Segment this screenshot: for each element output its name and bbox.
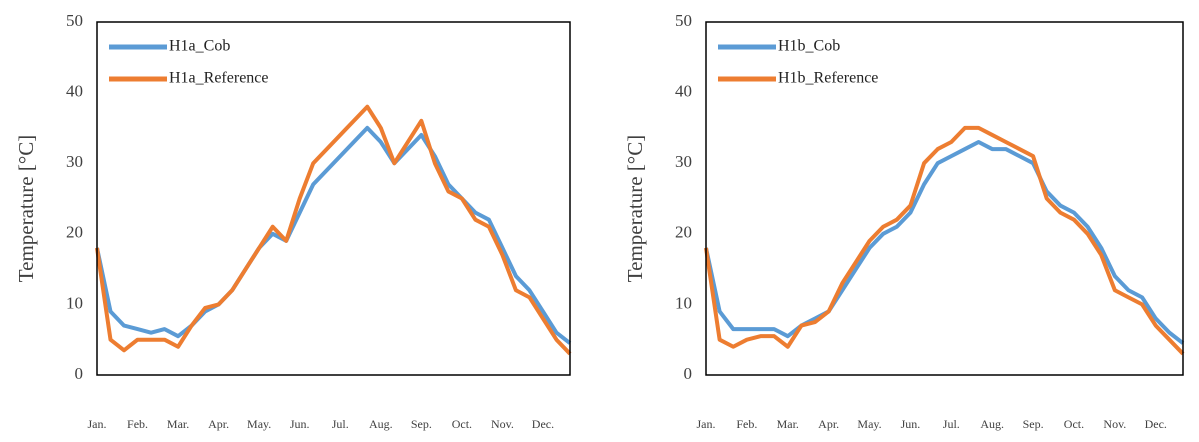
chart: 0 10 20 30 40 50 Jan. Feb. Mar. Apr. May. Jun. Jul. A… [623, 11, 1185, 431]
series-line [95, 104, 572, 356]
legend-label: H1b_Cob [778, 38, 840, 55]
series-line [95, 125, 572, 345]
x-tick-label: Aug. [980, 417, 1004, 431]
y-tick-label: 20 [675, 223, 692, 242]
x-tick-label: Feb. [736, 417, 757, 431]
y-tick-label: 30 [675, 152, 692, 171]
y-tick-label: 10 [66, 293, 83, 312]
y-tick-label: 50 [675, 11, 692, 30]
x-tick-label: May. [857, 417, 881, 431]
x-tick-label: Apr. [208, 417, 229, 431]
x-tick-label: Sep. [1023, 417, 1044, 431]
x-tick-label: Jan. [697, 417, 716, 431]
x-tick-label: Mar. [777, 417, 799, 431]
x-tick-label: Jan. [88, 417, 107, 431]
series-line [704, 125, 1185, 356]
plot-frame [96, 21, 571, 376]
y-tick-label: 10 [675, 293, 692, 312]
y-axis-label: Temperature [°C] [14, 135, 38, 282]
x-tick-label: Aug. [369, 417, 393, 431]
y-tick-label: 20 [66, 223, 83, 242]
x-tick-label: Jun. [290, 417, 310, 431]
x-tick-label: Oct. [452, 417, 472, 431]
x-tick-label: Mar. [167, 417, 189, 431]
x-tick-label: Sep. [411, 417, 432, 431]
chart: 0 10 20 30 40 50 Jan. Feb. Mar. Apr. May. Jun. Jul. A… [14, 11, 572, 431]
y-tick-label: 30 [66, 152, 83, 171]
x-tick-label: May. [247, 417, 271, 431]
y-tick-label: 0 [75, 364, 84, 383]
x-tick-label: Feb. [127, 417, 148, 431]
y-tick-label: 50 [66, 11, 83, 30]
legend-label: H1a_Reference [169, 70, 269, 87]
x-tick-label: Jun. [901, 417, 921, 431]
x-tick-label: Oct. [1064, 417, 1084, 431]
x-tick-label: Nov. [1103, 417, 1126, 431]
x-tick-label: Jul. [943, 417, 960, 431]
x-tick-label: Dec. [532, 417, 554, 431]
y-axis-label: Temperature [°C] [623, 135, 647, 282]
legend-label: H1b_Reference [778, 70, 878, 87]
x-tick-label: Dec. [1145, 417, 1167, 431]
series-line [704, 140, 1185, 345]
y-tick-label: 0 [684, 364, 693, 383]
y-tick-label: 40 [675, 82, 692, 101]
legend-label: H1a_Cob [169, 38, 230, 55]
x-tick-label: Jul. [332, 417, 349, 431]
x-tick-label: Apr. [818, 417, 839, 431]
x-tick-label: Nov. [491, 417, 514, 431]
y-tick-label: 40 [66, 82, 83, 101]
plot-frame [705, 21, 1184, 376]
